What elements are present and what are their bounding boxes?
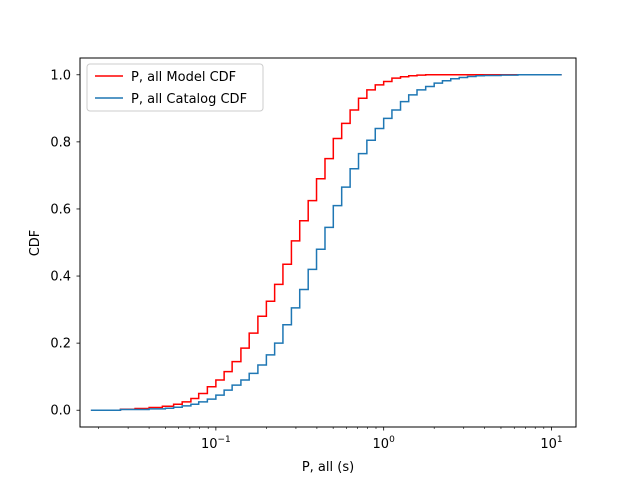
x-axis-label: P, all (s) xyxy=(302,460,354,475)
plot-frame xyxy=(79,57,577,428)
y-tick-label: 0.6 xyxy=(50,202,71,217)
plot-area xyxy=(80,58,576,427)
y-tick-label: 0.0 xyxy=(50,404,71,419)
legend: P, all Model CDF P, all Catalog CDF xyxy=(86,63,264,112)
series-line-model xyxy=(90,74,562,411)
y-axis-label: CDF xyxy=(28,230,43,257)
y-tick-label: 0.8 xyxy=(50,135,71,150)
series-layer xyxy=(90,74,562,411)
y-tick-label: 1.0 xyxy=(50,68,71,83)
series-line-catalog xyxy=(90,74,562,411)
legend-box xyxy=(86,63,264,112)
legend-label-model: P, all Model CDF xyxy=(131,70,236,85)
y-axis: 0.0 0.2 0.4 0.6 0.8 1.0 xyxy=(50,68,80,419)
legend-label-catalog: P, all Catalog CDF xyxy=(131,92,247,107)
y-tick-label: 0.4 xyxy=(50,270,71,285)
y-tick-label: 0.2 xyxy=(50,337,71,352)
